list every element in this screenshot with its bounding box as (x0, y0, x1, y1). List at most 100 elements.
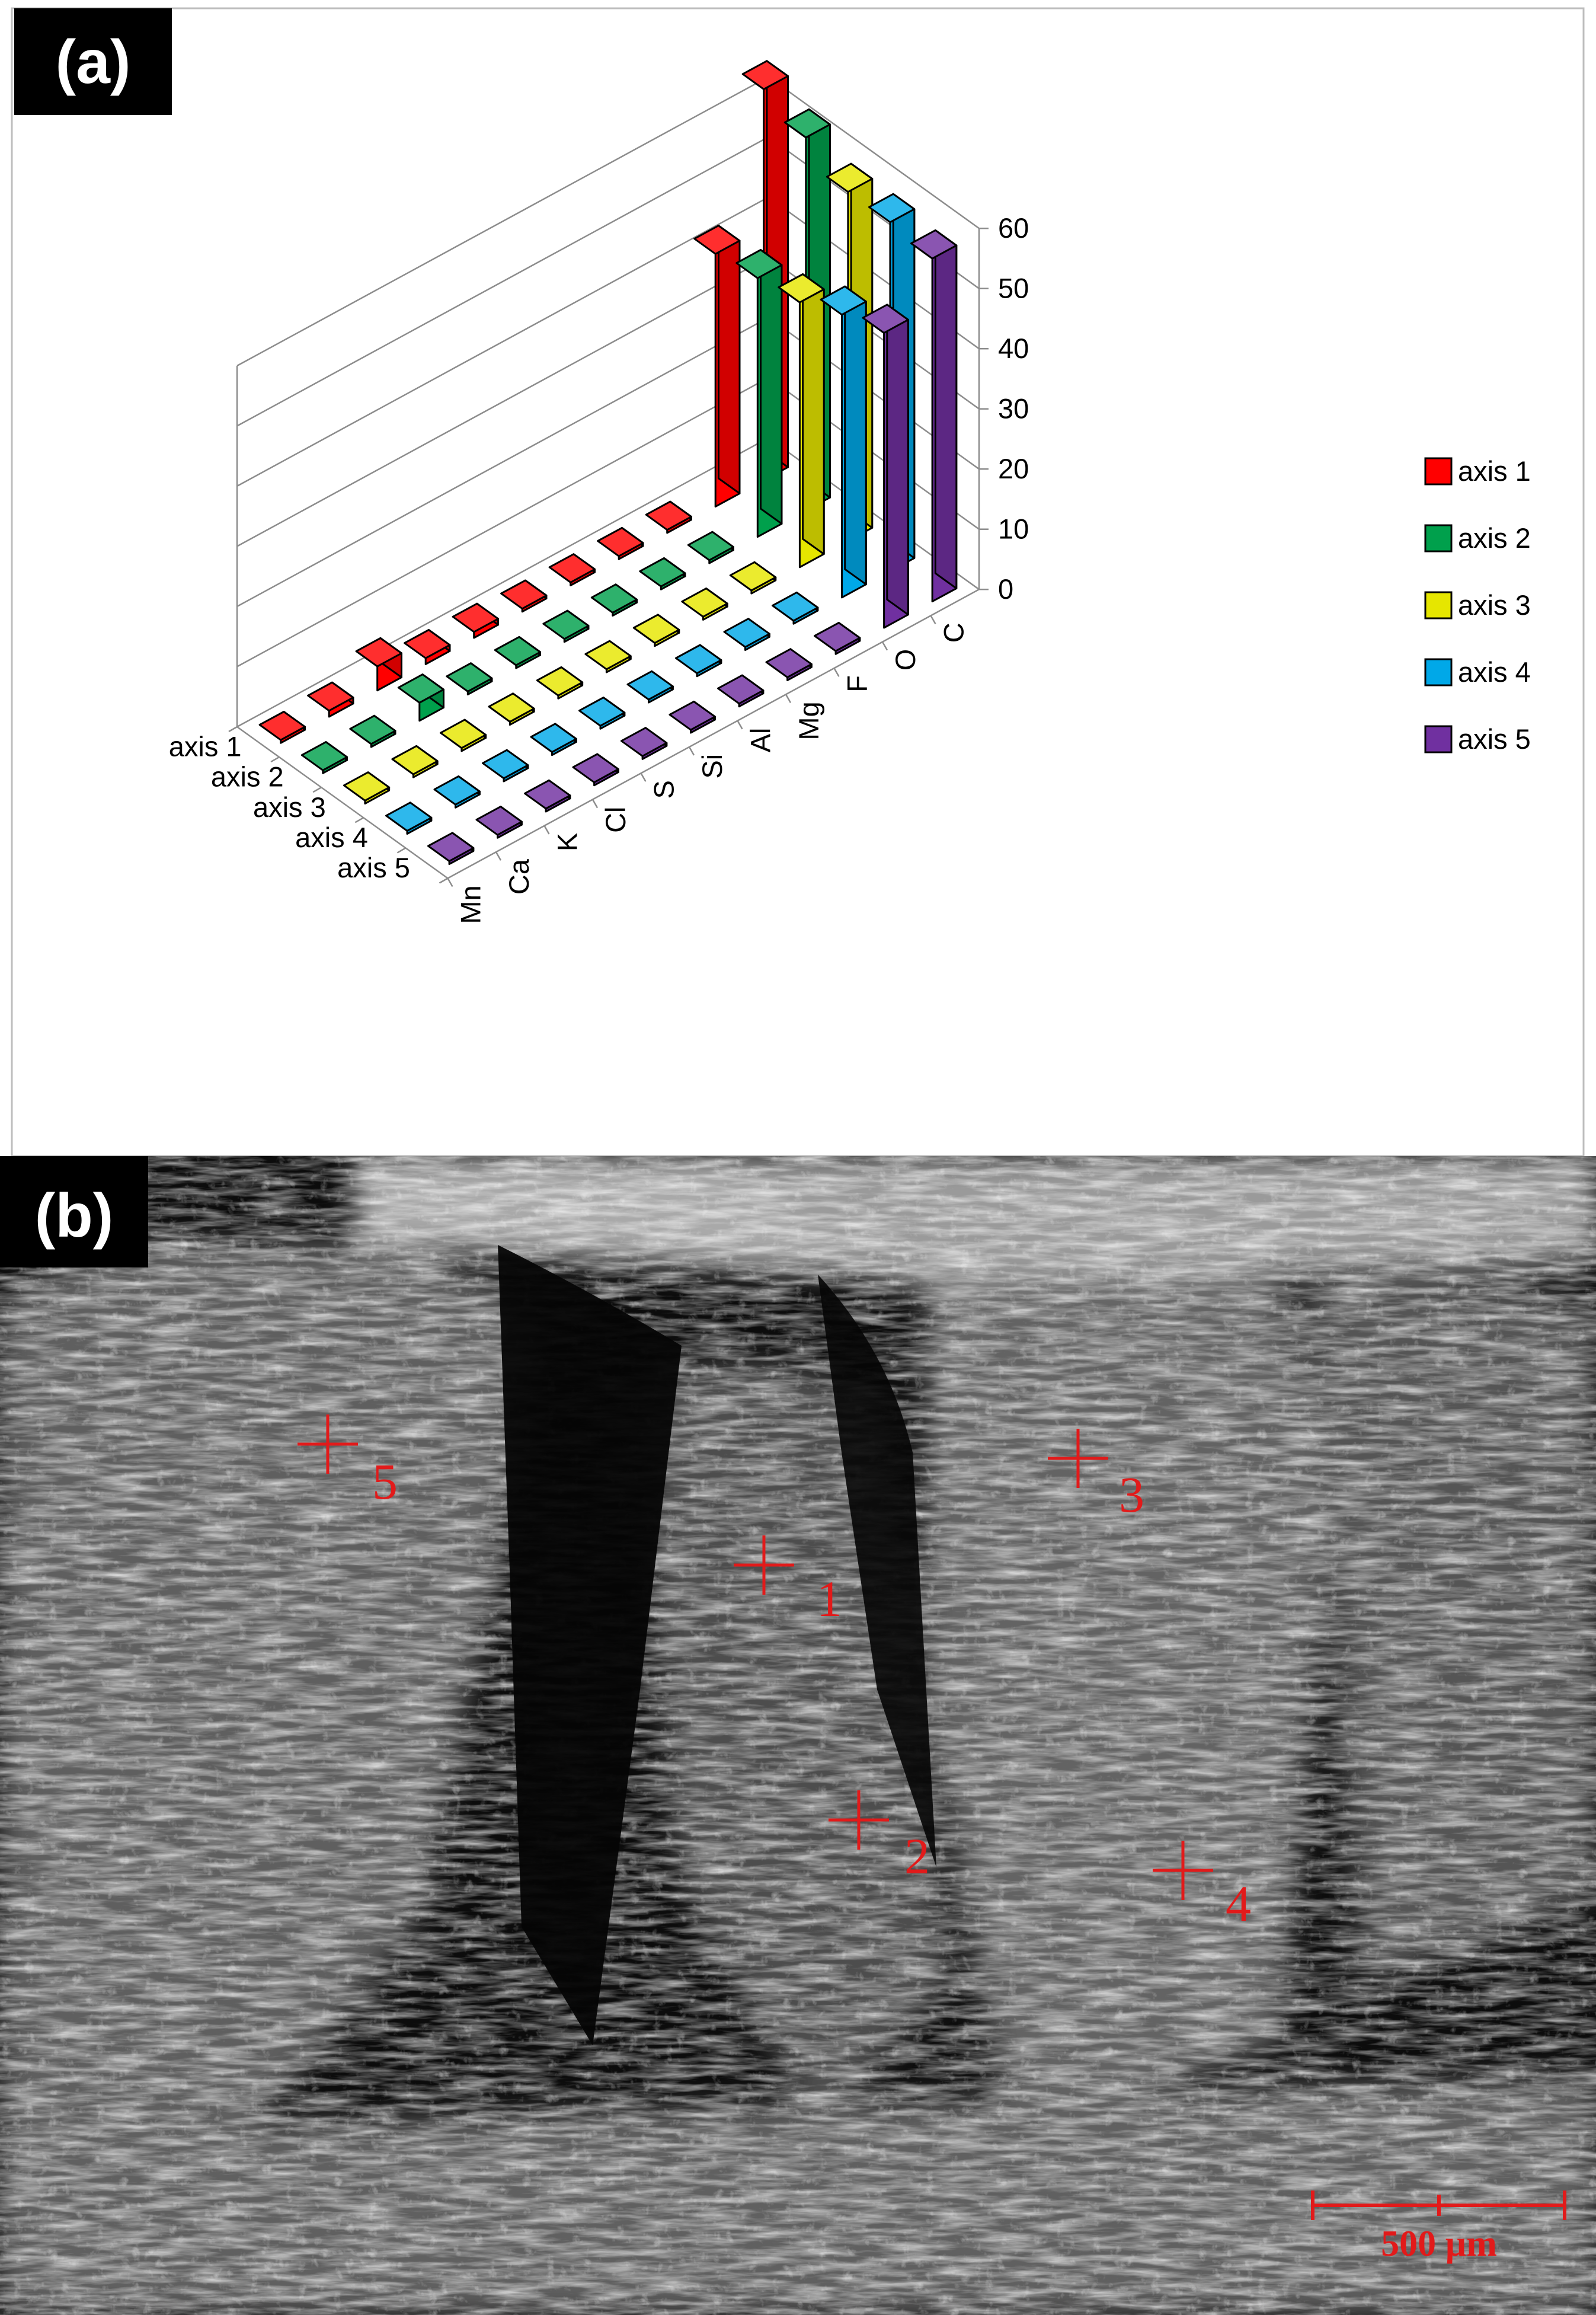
marker-label-3: 3 (1119, 1466, 1144, 1523)
series-tick-5 (396, 847, 407, 854)
category-label-C: C (938, 622, 969, 643)
legend-item-2: axis 2 (1424, 522, 1531, 554)
panel-a-label-box: (a) (14, 8, 172, 115)
bar-axis4-Mg (723, 618, 770, 651)
series-axis-line (236, 726, 449, 879)
bar-axis1-Mg (597, 526, 644, 560)
cross-marker-5 (298, 1414, 358, 1474)
bar-top-face (584, 640, 632, 670)
category-label-K: K (551, 833, 583, 851)
category-tick-C (930, 615, 936, 625)
series-label-5: axis 5 (337, 852, 410, 883)
bar-top-face (452, 602, 499, 633)
series-tick-end (439, 877, 449, 884)
bar-axis5-Mn (427, 832, 475, 866)
bar-axis1-O (693, 225, 741, 508)
bar-axis2-Mn (300, 741, 348, 774)
category-label-Mg: Mg (793, 701, 824, 740)
category-tick-S (640, 772, 647, 782)
legend-label: axis 4 (1458, 656, 1531, 688)
bar-top-face (427, 832, 475, 863)
bar-top-face (723, 618, 770, 648)
bar-axis4-Si (626, 670, 674, 704)
bar-axis1-S (452, 602, 499, 639)
legend-item-5: axis 5 (1424, 723, 1531, 755)
bar-side-face (934, 229, 958, 589)
bar-top-face (391, 745, 439, 775)
legend-swatch (1424, 524, 1453, 553)
category-label-O: O (890, 649, 921, 671)
category-tick-Ca (495, 851, 502, 861)
series-label-3: axis 3 (253, 791, 326, 823)
bar-top-face (621, 727, 668, 757)
bar-axis3-O (778, 273, 825, 569)
cross-marker-1 (734, 1535, 794, 1595)
legend-item-3: axis 3 (1424, 589, 1531, 621)
bar-top-face (910, 229, 958, 260)
bar-axis1-Cl (404, 629, 451, 665)
bar-top-face (590, 583, 638, 614)
series-tick-2 (270, 756, 280, 763)
bar-axis3-F (729, 561, 777, 595)
legend-label: axis 1 (1458, 455, 1531, 487)
bar-top-face (681, 587, 728, 618)
z-tick-label-20: 20 (998, 453, 1029, 484)
bar-top-face (488, 692, 535, 723)
bar-top-face (669, 700, 716, 731)
bar-top-face (524, 779, 571, 810)
bar-axis3-Mn (343, 771, 391, 804)
marker-label-2: 2 (904, 1828, 930, 1885)
category-tick-Mg (785, 694, 792, 704)
cross-marker-3 (1048, 1429, 1108, 1488)
bar-axis3-K (439, 719, 487, 752)
legend-label: axis 3 (1458, 589, 1531, 621)
marker-label-4: 4 (1226, 1875, 1251, 1932)
bar-top-face (446, 662, 493, 692)
cross-marker-2 (829, 1790, 889, 1850)
category-label-Al: Al (744, 728, 776, 753)
marker-label-1: 1 (817, 1570, 842, 1627)
bar-side-face (760, 249, 783, 525)
bar-axis2-S (494, 636, 541, 669)
legend-label: axis 2 (1458, 522, 1531, 554)
cross-marker-4 (1153, 1841, 1213, 1900)
legend-swatch (1424, 725, 1453, 753)
measurement-crosses (298, 1414, 1213, 1900)
sem-image: (b) 1 2 3 4 5 500 µm (0, 1156, 1596, 2315)
marker-label-5: 5 (372, 1453, 398, 1510)
chart-frame (11, 7, 1585, 1156)
category-tick-Si (688, 746, 695, 756)
bar-top-face (632, 614, 680, 644)
series-label-1: axis 1 (169, 731, 242, 762)
bar-axis4-Cl (530, 723, 577, 756)
bar-axis1-Si (500, 579, 548, 613)
category-tick-O (881, 641, 888, 651)
bar-top-face (772, 591, 819, 622)
bar-top-face (735, 249, 783, 279)
bar-top-face (814, 622, 861, 652)
bar-axis5-O (862, 304, 909, 629)
bar-top-face (675, 644, 722, 675)
series-tick-3 (312, 787, 322, 793)
bar-top-face (343, 771, 391, 802)
bar-top-face (729, 561, 777, 592)
sem-fine-texture (0, 1156, 1596, 2315)
bar-axis5-F (814, 622, 861, 655)
category-label-Cl: Cl (600, 807, 631, 833)
bar-top-face (597, 526, 644, 557)
category-axis-line (447, 589, 980, 879)
bar-top-face (397, 673, 444, 704)
series-label-2: axis 2 (211, 761, 284, 793)
bar-top-face (778, 273, 825, 304)
bar-axis5-S (621, 727, 668, 760)
bar-top-face (693, 225, 741, 255)
legend-item-4: axis 4 (1424, 656, 1531, 688)
bar-top-face (439, 719, 487, 749)
bar-side-face (717, 225, 741, 494)
bar-axis5-Cl (572, 753, 619, 787)
bar-top-face (258, 711, 306, 741)
bar-axis3-S (536, 666, 584, 700)
bar-top-face (300, 741, 348, 771)
bar-top-face (349, 714, 396, 745)
category-label-Ca: Ca (503, 858, 535, 895)
